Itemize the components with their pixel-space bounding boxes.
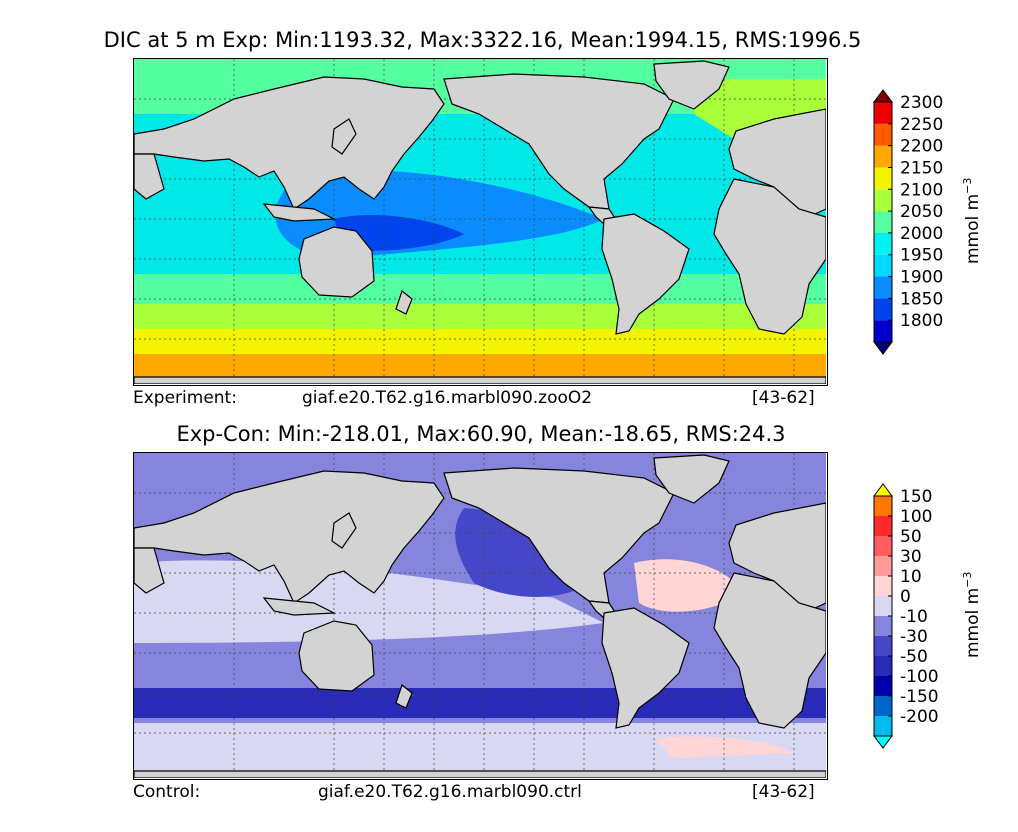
bottom-colorbar-tick-label: -10 <box>900 607 928 627</box>
top-map-southern-band-3 <box>134 329 826 354</box>
top-colorbar-tick-label: 2300 <box>900 93 943 113</box>
bottom-colorbar-tick-label: 200 <box>900 482 932 487</box>
bottom-map-tropical-light <box>134 560 604 643</box>
top-colorbar-segment <box>874 232 892 255</box>
bottom-colorbar-tick-label: 30 <box>900 547 922 567</box>
top-colorbar-tick-label: 2200 <box>900 137 943 157</box>
bottom-colorbar-segment <box>874 616 892 636</box>
top-colorbar-segment <box>874 211 892 233</box>
top-case-name: giaf.e20.T62.g16.marbl090.zooO2 <box>302 388 593 408</box>
top-colorbar-tick-label: 2150 <box>900 158 943 178</box>
top-map-land-s-america <box>601 213 690 335</box>
top-colorbar: 1800185019001950200020502100215022002250… <box>873 89 943 355</box>
top-panel-title: DIC at 5 m Exp: Min:1193.32, Max:3322.16… <box>103 28 862 52</box>
bottom-colorbar-extend-max <box>873 483 893 497</box>
bottom-colorbar: -200-150-100-50-30-100103050100150200 <box>873 482 939 749</box>
bottom-colorbar-tick-label: -200 <box>900 707 939 727</box>
bottom-map-land-asia <box>134 470 445 604</box>
bottom-colorbar-segment <box>874 536 892 556</box>
top-colorbar-segment <box>874 167 892 190</box>
top-map-land-asia <box>134 76 445 210</box>
bottom-map-land-antarctica <box>134 770 826 778</box>
bottom-colorbar-tick-label: -50 <box>900 647 928 667</box>
bottom-colorbar-segment <box>874 596 892 616</box>
bottom-map-land-africa <box>713 572 826 729</box>
bottom-colorbar-segment <box>874 636 892 656</box>
top-colorbar-tick-label: 2250 <box>900 115 943 135</box>
bottom-colorbar-segment <box>874 576 892 596</box>
top-colorbar-segment <box>874 123 892 146</box>
top-map-land-new-zealand <box>395 289 413 315</box>
bottom-colorbar-extend-min <box>873 735 893 749</box>
top-colorbar-segment <box>874 298 892 321</box>
bottom-colorbar-segment <box>874 556 892 576</box>
top-colorbar-segment <box>874 254 892 277</box>
top-map-land-india-arabia <box>134 153 165 200</box>
top-map-southern-band-1 <box>134 274 826 304</box>
top-map-antarctic-zone <box>134 354 826 377</box>
bottom-map-land-indonesia <box>262 597 337 616</box>
bottom-colorbar-tick-label: 50 <box>900 527 922 547</box>
bottom-map-atlantic-pink <box>634 559 744 612</box>
top-map-land-africa <box>713 178 826 335</box>
top-colorbar-tick-label: 2100 <box>900 180 943 200</box>
top-colorbar-segment <box>874 189 892 212</box>
bottom-map-land-new-zealand <box>395 683 413 709</box>
top-map <box>133 58 828 386</box>
bottom-colorbar-segment <box>874 676 892 696</box>
top-colorbar-segment <box>874 145 892 168</box>
top-colorbar-tick-label: 1950 <box>900 246 943 266</box>
top-map-land-japan <box>331 118 357 155</box>
bottom-panel-title: Exp-Con: Min:-218.01, Max:60.90, Mean:-1… <box>176 422 786 446</box>
bottom-map-southern-band <box>134 688 826 718</box>
top-colorbar-frame <box>873 101 893 343</box>
top-colorbar-segment <box>874 320 892 342</box>
top-colorbar-tick-label: 2050 <box>900 202 943 222</box>
bottom-colorbar-segment <box>874 496 892 516</box>
top-map-land-greenland <box>653 60 730 110</box>
bottom-colorbar-segment <box>874 696 892 716</box>
bottom-colorbar-unit: mmol m−3 <box>961 571 983 659</box>
bottom-colorbar-tick-label: -30 <box>900 627 928 647</box>
bottom-case-label: Control: <box>133 782 201 802</box>
bottom-years: [43-62] <box>752 782 815 802</box>
top-colorbar-tick-label: 1800 <box>900 311 943 331</box>
top-colorbar-tick-label: 1900 <box>900 268 943 288</box>
bottom-map-land-greenland <box>653 454 730 504</box>
top-colorbar-extend-max <box>873 89 893 103</box>
top-colorbar-unit: mmol m−3 <box>961 177 983 265</box>
bottom-colorbar-segment <box>874 716 892 736</box>
bottom-map-land-n-america <box>443 467 675 604</box>
top-map-deep-pool <box>334 214 464 251</box>
top-map-southern-band-2 <box>134 304 826 329</box>
top-colorbar-segment <box>874 102 892 124</box>
bottom-colorbar-tick-label: 100 <box>900 507 932 527</box>
bottom-map-land-s-america <box>601 607 690 729</box>
top-map-land-australia <box>298 226 375 298</box>
bottom-colorbar-tick-label: -100 <box>900 667 939 687</box>
bottom-colorbar-tick-label: 150 <box>900 487 932 507</box>
top-colorbar-tick-label: 1850 <box>900 289 943 309</box>
bottom-colorbar-segment <box>874 516 892 536</box>
top-map-land-n-america <box>443 73 675 210</box>
bottom-map-antarctic-pink <box>654 736 794 758</box>
top-colorbar-segment <box>874 276 892 299</box>
bottom-colorbar-tick-label: -150 <box>900 687 939 707</box>
bottom-map-land-india-arabia <box>134 547 165 594</box>
bottom-colorbar-tick-label: 10 <box>900 567 922 587</box>
bottom-colorbar-segment <box>874 656 892 676</box>
bottom-map-land-australia <box>298 620 375 692</box>
top-colorbar-tick-label: 2000 <box>900 224 943 244</box>
top-map-land-antarctica <box>134 376 826 384</box>
top-years: [43-62] <box>752 388 815 408</box>
bottom-map-land-japan <box>331 512 357 549</box>
top-case-label: Experiment: <box>133 388 237 408</box>
bottom-case-name: giaf.e20.T62.g16.marbl090.ctrl <box>318 782 582 802</box>
bottom-colorbar-tick-label: 0 <box>900 587 911 607</box>
top-colorbar-extend-min <box>873 341 893 355</box>
bottom-map <box>133 452 828 780</box>
top-map-land-indonesia <box>262 203 337 222</box>
